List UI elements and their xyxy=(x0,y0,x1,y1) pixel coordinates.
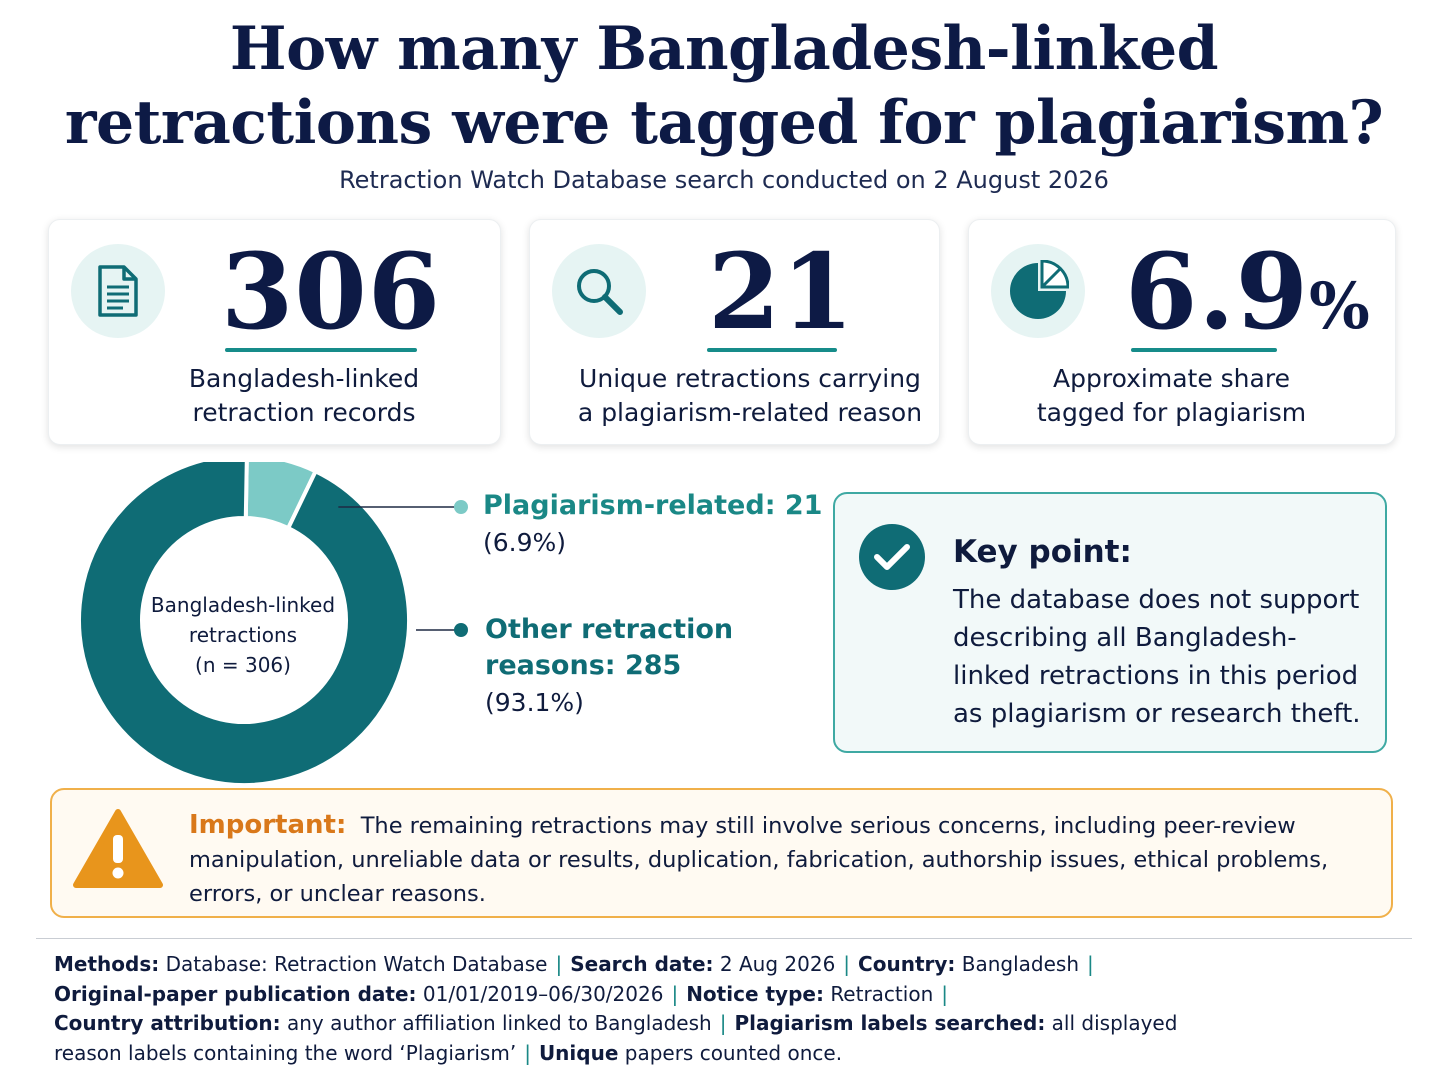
warning-icon xyxy=(72,807,164,896)
stat-card-plagiarism: 21 Unique retractions carrying a plagiar… xyxy=(529,219,940,445)
key-point-box: Key point: The database does not support… xyxy=(833,492,1387,753)
methods-line-4: reason labels containing the word ‘Plagi… xyxy=(54,1040,843,1065)
leader-other-dot xyxy=(454,623,468,637)
stat-card-records: 306 Bangladesh-linked retraction records xyxy=(48,219,501,445)
legend-other-title: Other retraction reasons: 285 xyxy=(485,614,734,681)
leader-plagiarism-dot xyxy=(454,500,468,514)
pie-chart-icon xyxy=(991,244,1085,338)
methods-line-1: Methods: Database: Retraction Watch Data… xyxy=(54,952,1094,976)
magnifier-icon xyxy=(552,244,646,338)
stat-underline xyxy=(225,348,417,352)
stat-value-records: 306 xyxy=(221,230,442,353)
document-icon xyxy=(71,244,165,338)
title-line-2: retractions were tagged for plagiarism? xyxy=(64,88,1384,158)
stat-card-share: 6.9% Approximate share tagged for plagia… xyxy=(968,219,1396,445)
important-text: Important: The remaining retractions may… xyxy=(189,808,1379,911)
methods-section: Methods: Database: Retraction Watch Data… xyxy=(54,950,1414,1068)
methods-line-3: Country attribution: any author affiliat… xyxy=(54,1011,1178,1035)
page-title: How many Bangladesh-linked retractions w… xyxy=(0,12,1448,160)
title-line-1: How many Bangladesh-linked xyxy=(229,14,1219,84)
divider xyxy=(36,938,1412,939)
stat-label-share: Approximate share tagged for plagiarism xyxy=(1036,364,1307,427)
stat-underline xyxy=(1131,348,1277,352)
important-body: The remaining retractions may still invo… xyxy=(189,813,1329,907)
donut-slice-other xyxy=(77,462,411,787)
key-point-text: The database does not support describing… xyxy=(953,585,1361,729)
important-box: Important: The remaining retractions may… xyxy=(50,788,1393,918)
stat-label-records: Bangladesh-linked retraction records xyxy=(188,364,420,427)
check-icon xyxy=(859,524,925,590)
stat-value-plagiarism: 21 xyxy=(708,230,855,353)
legend-other-percent: (93.1%) xyxy=(485,688,584,717)
legend-plagiarism-percent: (6.9%) xyxy=(483,528,567,557)
important-lead: Important: xyxy=(189,810,347,840)
donut-center-label: Bangladesh-linked retractions (n = 306) xyxy=(150,593,336,677)
key-point-title: Key point: xyxy=(953,534,1132,570)
donut-chart xyxy=(77,462,468,787)
methods-line-2: Original-paper publication date: 01/01/2… xyxy=(54,981,948,1006)
legend-plagiarism-title: Plagiarism-related: 21 xyxy=(483,490,823,521)
stat-label-plagiarism: Unique retractions carrying a plagiarism… xyxy=(577,364,923,427)
stat-underline xyxy=(707,348,837,352)
page-subtitle: Retraction Watch Database search conduct… xyxy=(339,166,1109,194)
stat-value-share: 6.9% xyxy=(1125,230,1371,353)
